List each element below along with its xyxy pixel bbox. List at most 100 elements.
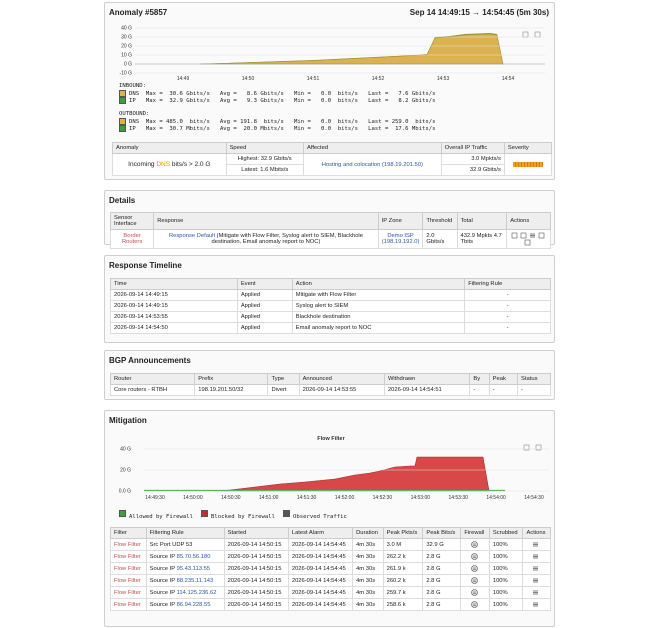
firewall-icon[interactable] xyxy=(470,565,478,572)
link[interactable]: 86.94.228.55 xyxy=(176,601,211,608)
menu-icon[interactable] xyxy=(532,565,539,572)
cell xyxy=(460,550,490,564)
x-tick-label: 14:49 xyxy=(177,76,190,82)
cell: - xyxy=(517,384,551,396)
cell xyxy=(503,153,553,176)
cell: 4m 30s xyxy=(352,550,384,564)
cell: Syslog alert to SIEM xyxy=(291,300,466,312)
column-header: Actions xyxy=(506,212,551,230)
link[interactable]: 95.43.113.55 xyxy=(176,565,211,572)
cell[interactable]: Flow Filter xyxy=(110,574,147,588)
link[interactable]: Hosting and colocation xyxy=(321,161,381,168)
cell: 198.19.201.50/32 xyxy=(194,384,269,396)
column-header: IP Zone xyxy=(377,212,424,230)
firewall-icon[interactable] xyxy=(470,553,478,560)
column-header: Time xyxy=(110,278,238,290)
cell[interactable]: Border Routers xyxy=(109,228,155,250)
header-row: Time Event Action Filtering Rule xyxy=(110,278,551,290)
legend-swatch xyxy=(119,125,126,133)
cell: 100% xyxy=(488,586,524,600)
row: Flow Filter Src Port UDP 53 2026-09-14 14:… xyxy=(110,537,551,552)
cell: 2.8 G xyxy=(422,598,462,612)
link[interactable]: Response Default xyxy=(168,233,216,240)
x-tick-label: 14:50:00 xyxy=(183,495,203,501)
cell: 2026-09-14 14:54:45 xyxy=(287,537,354,552)
cell: 2026-09-14 14:50:15 xyxy=(223,598,289,612)
link[interactable]: Demo ISP xyxy=(387,233,414,240)
comment-icon[interactable] xyxy=(520,232,527,239)
cell: Source IP 86.94.228.55 xyxy=(145,598,225,612)
text: Source IP xyxy=(149,589,177,596)
cell: Latest: 1.6 Mbits/s xyxy=(225,164,304,176)
x-tick-label: 14:52 xyxy=(372,76,385,82)
cell[interactable]: Flow Filter xyxy=(110,562,147,576)
panel-title: Details xyxy=(109,196,136,205)
menu-icon[interactable] xyxy=(532,577,539,584)
cell: 2026-09-14 14:54:45 xyxy=(287,574,354,588)
link[interactable]: 85.70.56.180 xyxy=(176,553,211,560)
y-tick-label: 30 G xyxy=(121,35,132,41)
text: Source IP xyxy=(149,553,177,560)
column-header: Started xyxy=(223,527,289,539)
firewall-icon[interactable] xyxy=(470,601,478,608)
menu-icon[interactable] xyxy=(532,589,539,596)
link[interactable]: (198.19.201.50) xyxy=(381,161,423,168)
cell[interactable]: Flow Filter xyxy=(110,598,147,612)
mitigation-panel: Mitigation Flow Filter 40 G 20 G 0.0 G 14:4… xyxy=(104,410,555,627)
cell: 2026-09-14 14:49:15 xyxy=(110,289,238,301)
cell[interactable]: Flow Filter xyxy=(110,537,147,552)
firewall-icon[interactable] xyxy=(470,577,478,584)
cell xyxy=(460,598,490,612)
x-tick-label: 14:50:30 xyxy=(221,495,241,501)
text: DNS xyxy=(129,118,140,125)
cell: 4m 30s xyxy=(352,598,384,612)
firewall-icon[interactable] xyxy=(470,589,478,596)
row: Core routers - RTBH 198.19.201.50/32 Diver… xyxy=(109,384,551,396)
play-icon[interactable] xyxy=(511,232,518,239)
chart-icon[interactable] xyxy=(538,232,545,239)
x-tick-label: 14:51:00 xyxy=(259,495,279,501)
cell: Highest: 32.9 Gbits/s xyxy=(225,153,304,165)
cell[interactable]: Flow Filter xyxy=(110,550,147,564)
cell: 2.8 G xyxy=(422,574,462,588)
cell: 2026-09-14 14:54:45 xyxy=(287,550,354,564)
link[interactable]: 114.125.236.62 xyxy=(176,589,217,596)
firewall-icon[interactable] xyxy=(470,541,478,548)
cell: 4m 30s xyxy=(352,562,384,576)
cell xyxy=(460,574,490,588)
row: 2026-09-14 14:54:50 Applied Email anomaly … xyxy=(110,322,551,334)
menu-icon[interactable] xyxy=(532,553,539,560)
menu-icon[interactable] xyxy=(529,232,536,239)
row: 2026-09-14 14:49:15 Applied Syslog alert t… xyxy=(110,300,551,312)
stats-line: DNS Max = 485.0 bits/s Avg = 191.8 bits/… xyxy=(119,117,435,126)
cell: 260.2 k xyxy=(382,574,424,588)
row: 2026-09-14 14:53:55 Applied Blackhole dest… xyxy=(110,311,551,323)
column-header: Latest Alarm xyxy=(287,527,354,539)
cell: 2.8 G xyxy=(422,550,462,564)
cell: - xyxy=(464,300,551,312)
chart-tools[interactable] xyxy=(522,31,541,38)
y-tick-label: 40 G xyxy=(121,26,132,32)
cell[interactable]: Flow Filter xyxy=(110,586,147,600)
delete-icon[interactable] xyxy=(524,239,531,246)
stats-heading: OUTBOUND: xyxy=(119,111,150,117)
stats-line: DNS Max = 30.6 Gbits/s Avg = 8.6 Gbits/s… xyxy=(119,89,435,98)
legend-label: Allowed by Firewall xyxy=(129,514,193,520)
cell: 2026-09-14 14:54:45 xyxy=(287,598,354,612)
y-tick-label: 0.0 G xyxy=(119,489,131,495)
cell: 100% xyxy=(488,562,524,576)
flow-filter-chart: Flow Filter 40 G 20 G 0.0 G 14:49:30 14:50:0… xyxy=(119,436,549,501)
cell: 100% xyxy=(488,550,524,564)
menu-icon[interactable] xyxy=(532,601,539,608)
link[interactable]: (198.19.192.0) xyxy=(381,239,420,246)
link[interactable]: 88.235.11.143 xyxy=(176,577,214,584)
chart-tools[interactable] xyxy=(523,444,542,451)
stats-heading: INBOUND: xyxy=(119,83,146,89)
x-tick-label: 14:53:30 xyxy=(448,495,468,501)
cell: 32.9 Gbits/s xyxy=(440,164,505,176)
cell xyxy=(522,598,551,612)
menu-icon[interactable] xyxy=(532,541,539,548)
column-header: Scrubbed xyxy=(488,527,524,539)
cell xyxy=(522,550,551,564)
